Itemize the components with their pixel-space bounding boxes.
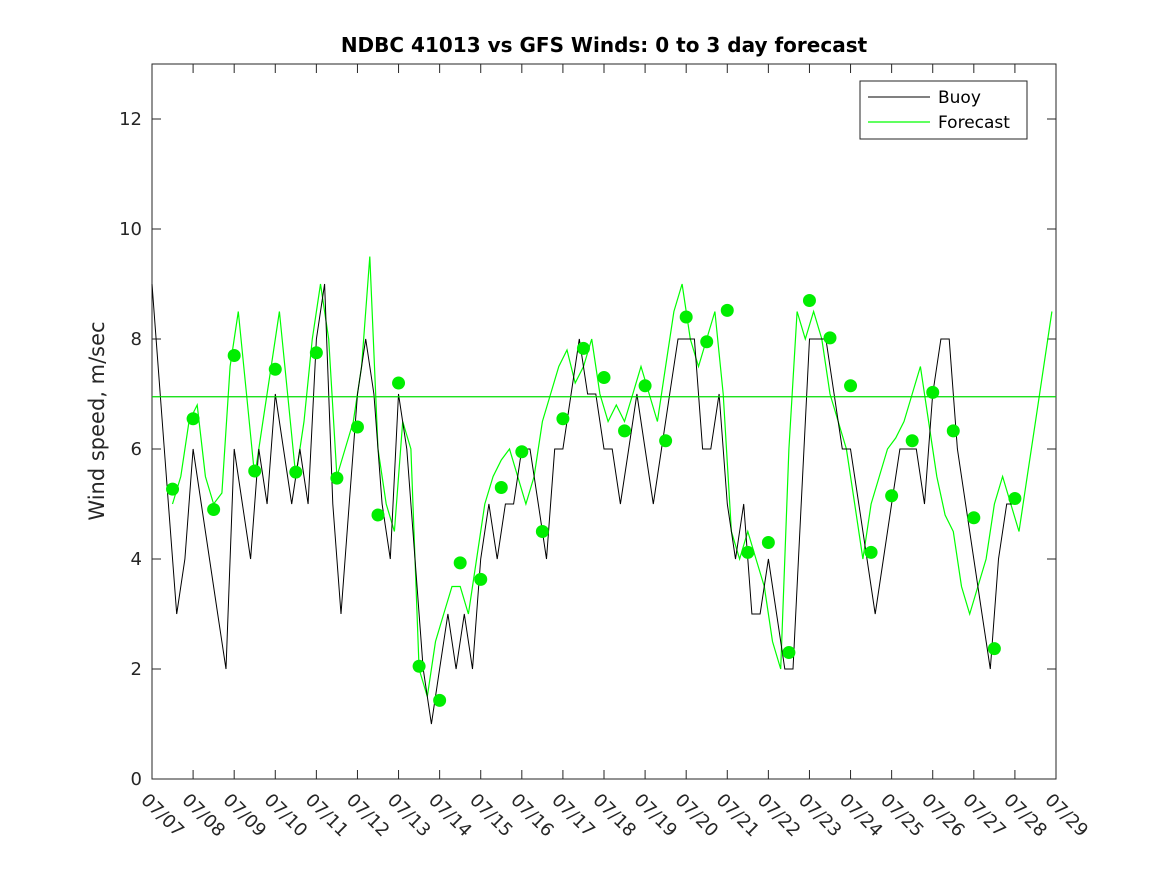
- analysis-point: [392, 376, 406, 390]
- y-tick-labels: 0 2 4 6 8 10 12: [119, 109, 142, 790]
- analysis-points: [166, 294, 1022, 707]
- analysis-point: [618, 424, 632, 438]
- analysis-point: [741, 545, 755, 559]
- y-tick-label: 2: [131, 659, 142, 680]
- analysis-point: [782, 646, 796, 659]
- analysis-point: [309, 346, 323, 360]
- analysis-point: [844, 379, 858, 393]
- forecast-series-line: [171, 256, 1053, 697]
- plot-content: [151, 256, 1056, 725]
- y-tick-label: 4: [131, 549, 142, 570]
- analysis-point: [186, 412, 200, 426]
- y-tick-label: 0: [131, 769, 142, 790]
- analysis-point: [987, 642, 1001, 656]
- analysis-point: [248, 464, 262, 478]
- analysis-point: [474, 572, 488, 586]
- analysis-point: [515, 445, 529, 459]
- analysis-point: [412, 659, 426, 673]
- analysis-point: [330, 471, 344, 485]
- analysis-point: [885, 489, 899, 503]
- y-tick-label: 10: [119, 219, 142, 240]
- analysis-point: [967, 511, 981, 525]
- analysis-point: [802, 294, 816, 307]
- analysis-point: [700, 335, 714, 349]
- analysis-point: [679, 310, 693, 324]
- analysis-point: [535, 525, 549, 538]
- analysis-point: [597, 371, 611, 384]
- analysis-point: [659, 434, 673, 448]
- analysis-point: [166, 482, 180, 496]
- analysis-point: [926, 385, 940, 399]
- analysis-point: [289, 465, 303, 479]
- analysis-point: [638, 379, 652, 393]
- y-tick-label: 6: [131, 439, 142, 460]
- y-tick-label: 8: [131, 329, 142, 350]
- analysis-point: [720, 303, 734, 317]
- analysis-point: [268, 362, 282, 376]
- legend-forecast-label: Forecast: [938, 113, 1010, 133]
- y-tick-label: 12: [119, 109, 142, 130]
- legend-box: [859, 80, 1028, 140]
- analysis-point: [371, 508, 385, 522]
- analysis-point: [556, 412, 570, 426]
- analysis-point: [1008, 492, 1022, 505]
- legend: Buoy Forecast: [859, 80, 1028, 140]
- axis-ticks: [151, 64, 1057, 780]
- analysis-point: [207, 503, 221, 516]
- analysis-point: [494, 481, 508, 494]
- analysis-point: [905, 434, 919, 448]
- analysis-point: [946, 424, 960, 438]
- chart-title: NDBC 41013 vs GFS Winds: 0 to 3 day fore…: [341, 33, 868, 57]
- plot-area: [151, 63, 1057, 780]
- analysis-point: [433, 693, 447, 707]
- y-axis-label: Wind speed, m/sec: [85, 321, 109, 520]
- legend-buoy-label: Buoy: [938, 88, 981, 108]
- analysis-point: [761, 536, 775, 549]
- analysis-point: [823, 331, 837, 345]
- analysis-point: [227, 349, 241, 362]
- analysis-point: [350, 420, 364, 434]
- analysis-point: [453, 556, 467, 570]
- analysis-point: [864, 545, 878, 559]
- analysis-point: [576, 341, 590, 355]
